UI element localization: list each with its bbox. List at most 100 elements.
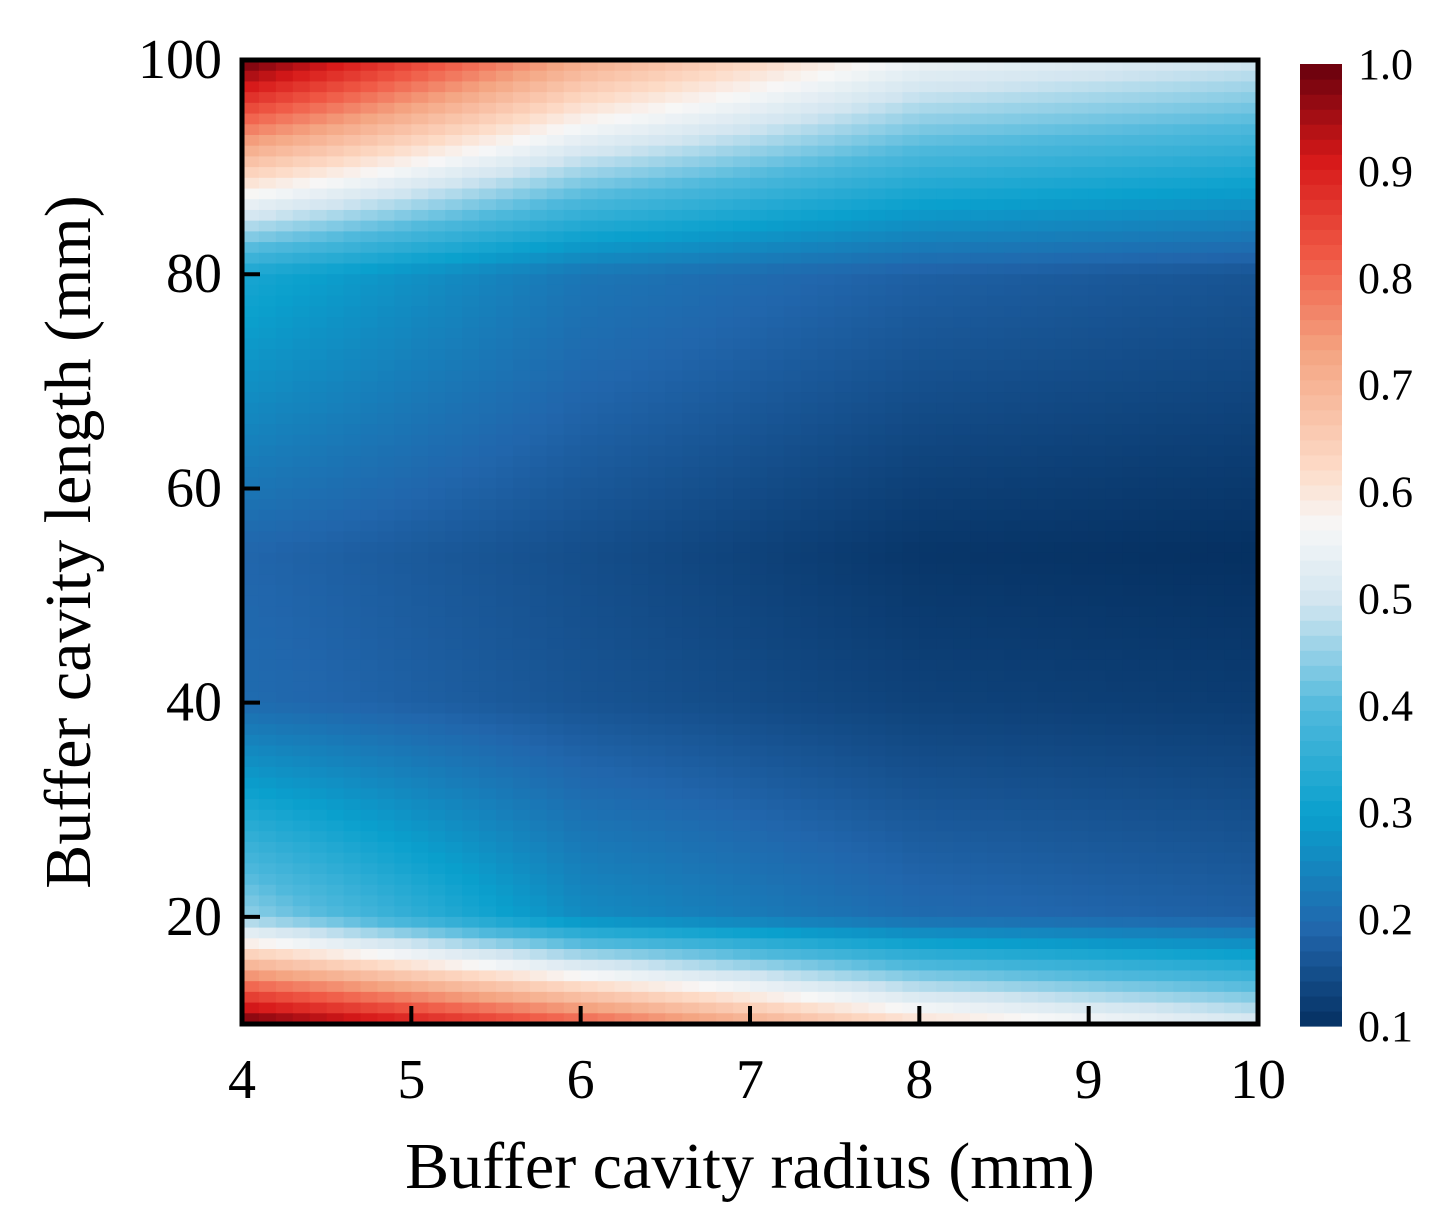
heatmap-cell: [631, 831, 649, 843]
heatmap-cell: [834, 713, 853, 725]
heatmap-cell: [1207, 145, 1225, 157]
heatmap-cell: [326, 445, 345, 457]
heatmap-cell: [1105, 381, 1124, 393]
heatmap-cell: [394, 777, 412, 789]
heatmap-cell: [648, 916, 666, 929]
heatmap-cell: [766, 488, 785, 500]
heatmap-cell: [1207, 852, 1225, 864]
heatmap-cell: [394, 788, 412, 800]
heatmap-cell: [258, 467, 277, 479]
heatmap-cell: [851, 713, 870, 725]
heatmap-cell: [1207, 531, 1225, 543]
heatmap-cell: [648, 542, 666, 554]
heatmap-cell: [1004, 927, 1022, 939]
heatmap-cell: [479, 852, 497, 864]
heatmap-cell: [766, 702, 785, 714]
heatmap-cell: [699, 467, 717, 479]
heatmap-cell: [648, 895, 666, 907]
heatmap-cell: [885, 392, 903, 404]
heatmap-cell: [242, 916, 260, 929]
heatmap-cell: [851, 831, 870, 843]
heatmap-cell: [1241, 70, 1258, 83]
heatmap-cell: [851, 542, 870, 554]
heatmap-cell: [885, 488, 903, 500]
heatmap-cell: [411, 724, 429, 736]
heatmap-cell: [360, 284, 379, 297]
heatmap-cell: [360, 327, 379, 340]
heatmap-cell: [699, 284, 717, 297]
heatmap-cell: [1071, 177, 1090, 190]
heatmap-cell: [512, 949, 531, 961]
heatmap-cell: [292, 209, 311, 222]
heatmap-cell: [258, 145, 277, 157]
heatmap-cell: [1241, 402, 1258, 415]
heatmap-cell: [343, 317, 362, 329]
heatmap-cell: [783, 167, 802, 179]
heatmap-cell: [529, 284, 548, 297]
heatmap-cell: [817, 231, 836, 243]
heatmap-cell: [1105, 177, 1124, 190]
heatmap-cell: [394, 584, 412, 597]
heatmap-cell: [326, 542, 345, 554]
heatmap-cell: [1105, 338, 1124, 350]
heatmap-cell: [309, 949, 328, 961]
heatmap-cell: [665, 766, 683, 779]
heatmap-cell: [1207, 884, 1225, 897]
heatmap-cell: [1037, 242, 1056, 254]
heatmap-cell: [462, 531, 480, 543]
heatmap-cell: [563, 284, 582, 297]
heatmap-cell: [1054, 638, 1073, 650]
heatmap-cell: [987, 445, 1005, 457]
heatmap-cell: [445, 424, 463, 436]
heatmap-cell: [309, 477, 328, 490]
heatmap-cell: [377, 70, 395, 83]
heatmap-cell: [394, 531, 412, 543]
heatmap-cell: [1004, 263, 1022, 275]
heatmap-cell: [682, 627, 700, 639]
heatmap-cell: [479, 681, 497, 693]
heatmap-cell: [580, 681, 599, 693]
heatmap-cell: [428, 424, 446, 436]
heatmap-cell: [377, 252, 395, 265]
heatmap-cell: [377, 649, 395, 661]
heatmap-cell: [800, 681, 819, 693]
heatmap-cell: [936, 820, 954, 832]
heatmap-cell: [902, 284, 920, 297]
heatmap-cell: [1173, 766, 1191, 779]
heatmap-cell: [326, 691, 345, 704]
heatmap-cell: [326, 734, 345, 747]
heatmap-cell: [292, 81, 311, 93]
heatmap-cell: [1004, 906, 1022, 918]
heatmap-cell: [377, 713, 395, 725]
heatmap-cell: [360, 392, 379, 404]
heatmap-cell: [546, 595, 565, 607]
heatmap-cell: [936, 134, 954, 147]
heatmap-cell: [953, 509, 971, 522]
heatmap-cell: [614, 252, 633, 265]
heatmap-cell: [614, 852, 633, 864]
heatmap-cell: [699, 188, 717, 200]
heatmap-cell: [699, 863, 717, 875]
heatmap-cell: [750, 488, 768, 500]
heatmap-cell: [597, 156, 616, 168]
heatmap-cell: [716, 220, 734, 232]
heatmap-cell: [462, 745, 480, 757]
heatmap-cell: [1122, 863, 1141, 875]
heatmap-cell: [987, 499, 1005, 511]
heatmap-cell: [631, 295, 649, 307]
heatmap-cell: [783, 467, 802, 479]
heatmap-cell: [1071, 92, 1090, 104]
heatmap-cell: [394, 188, 412, 200]
heatmap-cell: [716, 745, 734, 757]
heatmap-cell: [496, 788, 514, 800]
heatmap-cell: [479, 242, 497, 254]
heatmap-cell: [462, 949, 480, 961]
heatmap-cell: [902, 445, 920, 457]
heatmap-cell: [343, 349, 362, 361]
heatmap-cell: [834, 113, 853, 125]
heatmap-cell: [953, 381, 971, 393]
heatmap-cell: [716, 563, 734, 575]
heatmap-cell: [529, 413, 548, 425]
heatmap-cell: [496, 220, 514, 232]
heatmap-cell: [1105, 702, 1124, 714]
